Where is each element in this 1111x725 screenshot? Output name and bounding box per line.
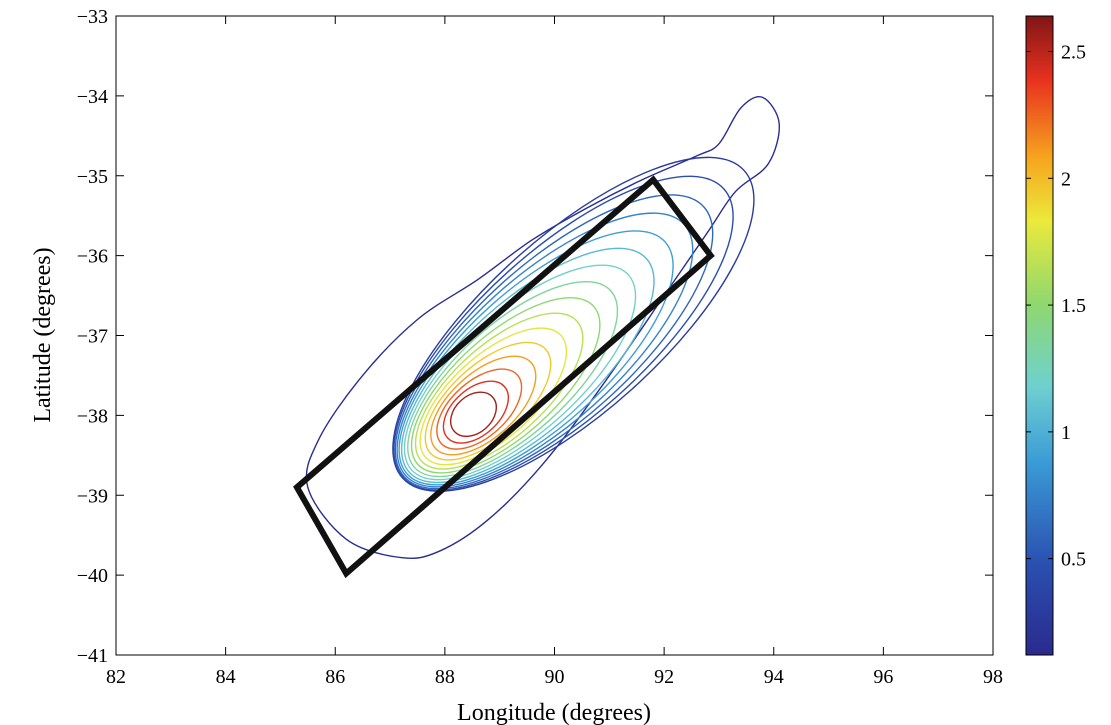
- x-tick-labels: 82 84 86 88 90 92 94 96 98: [106, 666, 1003, 688]
- colorbar-tick-label: 1.5: [1061, 295, 1086, 317]
- contour-line: [450, 391, 497, 438]
- colorbar-tick-label: 0.5: [1061, 549, 1086, 571]
- contour-line: [392, 156, 755, 492]
- colorbar: 0.5 1 1.5 2 2.5: [1025, 15, 1086, 656]
- contour-line: [410, 296, 601, 474]
- x-tick-label: 88: [435, 666, 455, 688]
- x-tick-label: 86: [325, 666, 345, 688]
- x-tick-label: 90: [545, 666, 565, 688]
- colorbar-gradient: [1025, 15, 1054, 656]
- contour-line: [400, 247, 655, 484]
- contour-line: [394, 194, 714, 490]
- colorbar-tick-label: 1: [1061, 422, 1071, 444]
- y-axis-label: Latitude (degrees): [30, 247, 56, 422]
- y-tick-label: −37: [77, 326, 108, 348]
- x-tick-label: 98: [983, 666, 1003, 688]
- x-tick-label: 82: [106, 666, 126, 688]
- x-tick-label: 92: [654, 666, 674, 688]
- y-tick-labels: −41 −40 −39 −38 −37 −36 −35 −34 −33: [77, 6, 108, 667]
- y-tick-label: −41: [77, 645, 108, 667]
- x-tick-label: 94: [764, 666, 784, 688]
- y-tick-label: −38: [77, 405, 108, 427]
- y-tick-label: −36: [77, 246, 108, 268]
- contour-line: [398, 230, 674, 486]
- contour-line: [407, 280, 619, 478]
- y-tick-label: −33: [77, 6, 108, 28]
- colorbar-ticks: 0.5 1 1.5 2 2.5: [1026, 42, 1086, 571]
- contour-line: [419, 327, 568, 466]
- colorbar-tick-label: 2: [1061, 168, 1071, 190]
- x-axis-label: Longitude (degrees): [457, 700, 651, 725]
- contour-line: [436, 368, 523, 450]
- box-outline: [293, 175, 715, 579]
- x-tick-label: 96: [873, 666, 893, 688]
- y-tick-label: −39: [77, 485, 108, 507]
- contour-line: [430, 355, 537, 456]
- x-tick-label: 84: [216, 666, 236, 688]
- y-tick-label: −40: [77, 565, 108, 587]
- contour-line: [393, 175, 734, 491]
- contour-line: [414, 312, 584, 470]
- axis-ticks: [115, 15, 994, 656]
- plot-area: [115, 15, 994, 656]
- selection-box: [293, 175, 715, 579]
- contour-line: [442, 380, 510, 444]
- y-tick-label: −34: [77, 86, 108, 108]
- y-tick-label: −35: [77, 166, 108, 188]
- colorbar-tick-label: 2.5: [1061, 42, 1086, 64]
